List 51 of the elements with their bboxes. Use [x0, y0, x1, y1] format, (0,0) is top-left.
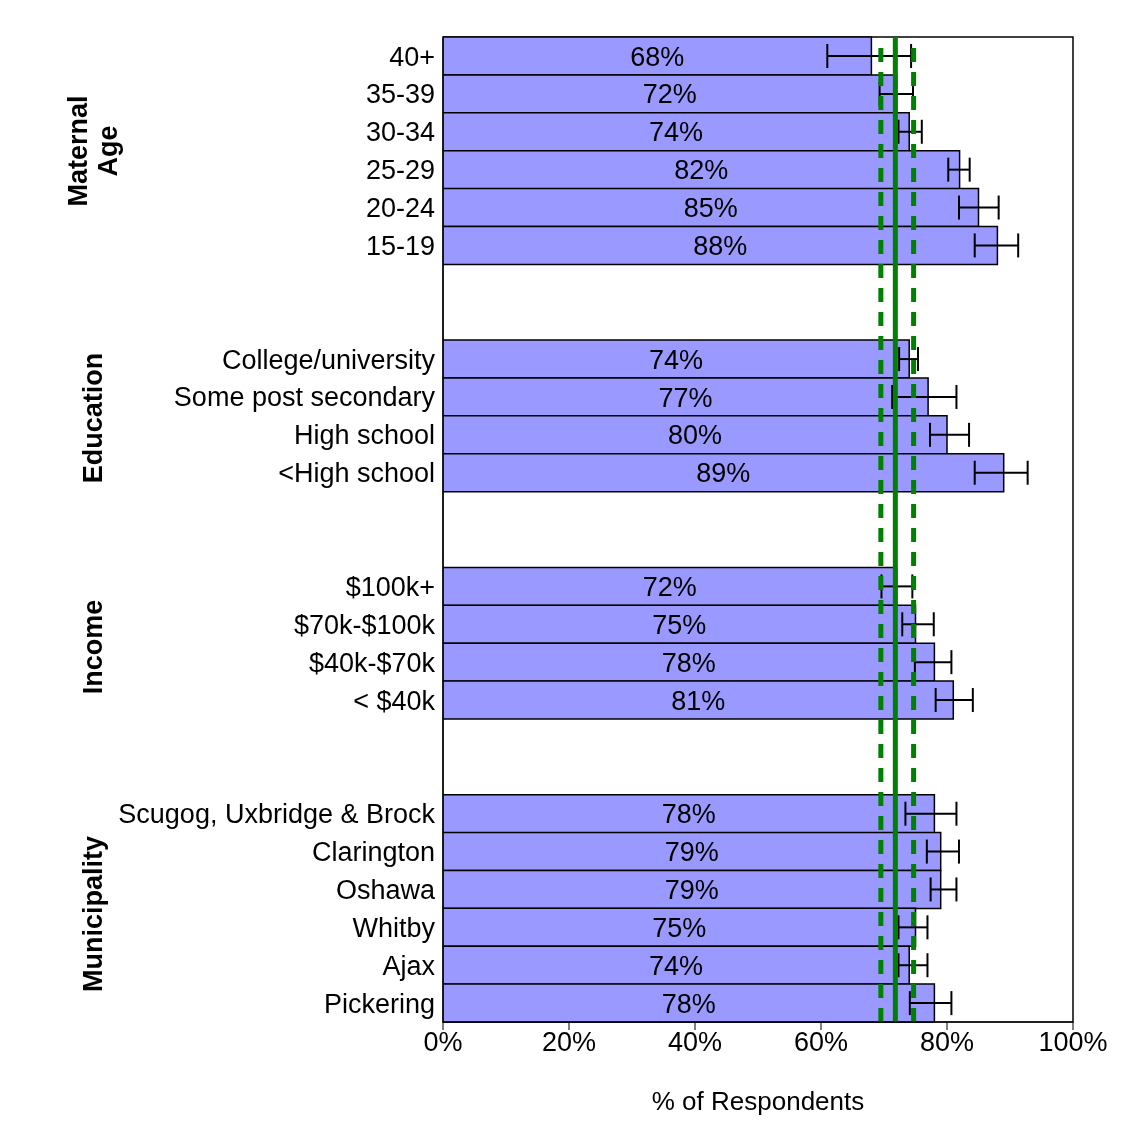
data-label: 78%	[661, 647, 716, 678]
y-tick-label: Oshawa	[335, 874, 436, 905]
data-label: 72%	[642, 79, 697, 110]
data-label: 75%	[652, 912, 707, 943]
x-tick-label: 20%	[541, 1027, 597, 1058]
data-label: 79%	[664, 837, 719, 868]
y-tick-label: $100k+	[345, 571, 435, 602]
data-label: 74%	[649, 950, 704, 981]
x-tick-label: 0%	[423, 1027, 463, 1058]
y-tick-label: 25-29	[365, 155, 435, 186]
y-tick-label: 20-24	[365, 193, 435, 224]
x-axis-title: % of Respondents	[651, 1086, 865, 1116]
data-label: 74%	[649, 344, 704, 375]
y-tick-label: College/university	[221, 344, 436, 375]
data-label: 88%	[693, 231, 748, 262]
x-tick-label: 60%	[793, 1027, 849, 1058]
text: Maternal Age	[63, 94, 123, 209]
data-label: 89%	[696, 458, 751, 489]
data-label: 68%	[630, 41, 685, 72]
data-label: 74%	[649, 117, 704, 148]
x-tick-label: 100%	[1038, 1027, 1108, 1058]
data-label: 78%	[661, 799, 716, 830]
text: Municipality	[78, 834, 108, 994]
y-tick-label: Ajax	[382, 950, 436, 981]
data-label: 75%	[652, 609, 707, 640]
y-tick-label: < $40k	[353, 685, 436, 716]
y-tick-label: Whitby	[352, 912, 436, 943]
data-label: 72%	[642, 571, 697, 602]
text: Income	[78, 598, 108, 697]
x-tick-label: 40%	[667, 1027, 723, 1058]
text: Education	[78, 351, 108, 486]
y-tick-label: 40+	[389, 41, 435, 72]
data-label: 81%	[671, 685, 726, 716]
data-label: 85%	[683, 193, 738, 224]
y-tick-label: Clarington	[311, 837, 435, 868]
y-tick-label: Pickering	[323, 988, 435, 1019]
data-label: 79%	[664, 875, 719, 906]
data-label: 80%	[667, 420, 723, 451]
data-label: 77%	[658, 382, 713, 413]
y-tick-label: Scugog, Uxbridge & Brock	[118, 799, 436, 830]
y-tick-label: 15-19	[365, 230, 435, 261]
data-label: 82%	[674, 155, 729, 186]
data-label: 78%	[661, 988, 716, 1019]
y-tick-label: 30-34	[365, 117, 435, 148]
y-tick-label: Some post secondary	[173, 382, 436, 413]
y-tick-label: $40k-$70k	[308, 647, 436, 678]
y-tick-label: <High school	[278, 458, 435, 489]
y-tick-label: 35-39	[365, 79, 435, 110]
y-tick-label: High school	[293, 420, 435, 451]
y-tick-label: $70k-$100k	[293, 609, 436, 640]
x-tick-label: 80%	[919, 1027, 975, 1058]
